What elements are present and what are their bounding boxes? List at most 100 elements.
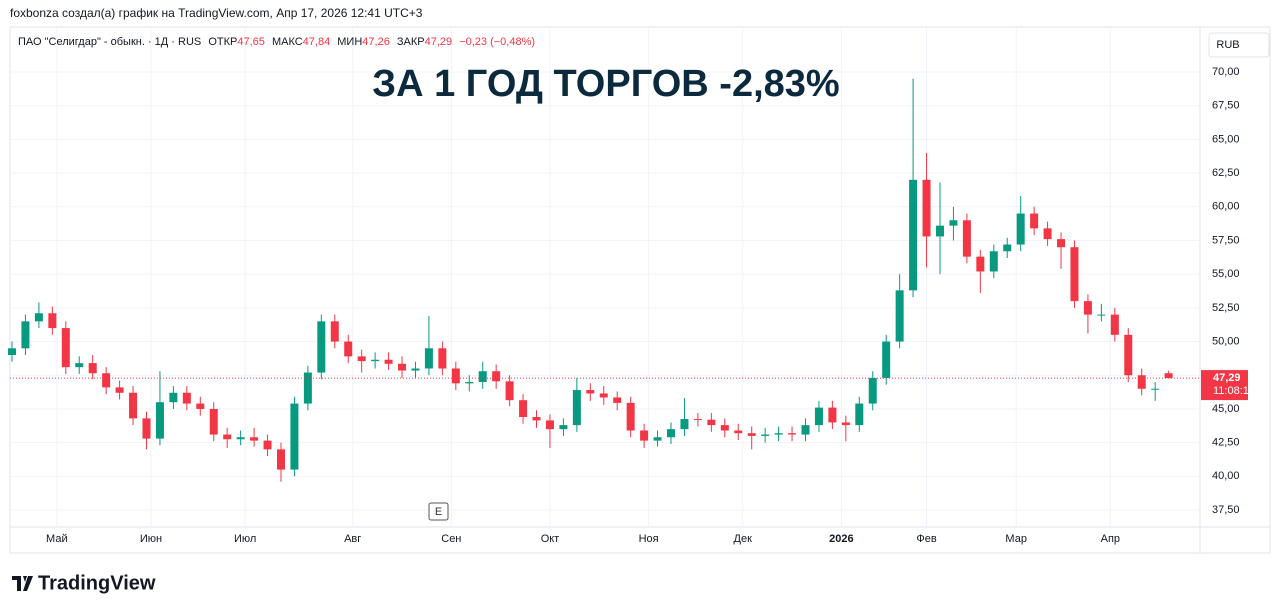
candle-body xyxy=(841,422,850,426)
x-tick-label: Фев xyxy=(916,533,936,545)
x-tick-label: Авг xyxy=(344,533,361,545)
candle-body xyxy=(88,363,97,374)
candle-body xyxy=(330,321,339,342)
y-tick-label: 62,50 xyxy=(1212,167,1240,179)
field-label: ЗАКР xyxy=(397,36,425,48)
chart-title: ЗА 1 ГОД ТОРГОВ -2,83% xyxy=(372,63,839,105)
candle-body xyxy=(828,407,837,423)
x-tick-label: Ноя xyxy=(639,533,659,545)
candle-body xyxy=(1097,314,1106,316)
candle-body xyxy=(801,425,810,435)
candle-body xyxy=(21,321,30,349)
candle-body xyxy=(398,363,407,371)
candle-body xyxy=(1030,213,1039,229)
logo-icon xyxy=(12,576,33,591)
candle-body xyxy=(653,437,662,441)
candle-body xyxy=(586,390,595,394)
x-tick-label: Окт xyxy=(541,533,560,545)
candle-body xyxy=(1083,301,1092,315)
field-value: 47,26 xyxy=(362,36,390,48)
field-value: 47,84 xyxy=(303,36,331,48)
candle-body xyxy=(761,434,770,436)
candle-body xyxy=(276,449,285,470)
x-tick-label: Апр xyxy=(1101,533,1120,545)
candle-body xyxy=(814,407,823,426)
y-tick-label: 60,00 xyxy=(1212,201,1240,213)
x-tick-label: Мар xyxy=(1005,533,1027,545)
event-label[interactable]: E xyxy=(435,506,442,518)
change: −0,23 (−0,48%) xyxy=(459,36,535,48)
candle-body xyxy=(1164,373,1173,379)
x-tick-label: Сен xyxy=(441,533,461,545)
candle-body xyxy=(357,356,366,362)
candle-body xyxy=(1016,213,1025,245)
field-label: ОТКР xyxy=(208,36,237,48)
candle-body xyxy=(693,419,702,421)
field-label: МАКС xyxy=(272,36,303,48)
candle-body xyxy=(142,418,151,439)
logo: TradingView xyxy=(12,572,156,594)
candle-body xyxy=(1003,244,1012,252)
candle-body xyxy=(855,403,864,426)
candle-body xyxy=(747,433,756,436)
candle-body xyxy=(1110,314,1119,335)
price-tag-value: 47,29 xyxy=(1213,372,1241,384)
candle-body xyxy=(613,397,622,403)
y-tick-label: 40,00 xyxy=(1212,470,1240,482)
candle-body xyxy=(680,419,689,430)
labels: 37,5040,0042,5045,0047,5050,0052,5055,00… xyxy=(46,66,1255,545)
candle-body xyxy=(989,251,998,272)
candle-body xyxy=(774,433,783,435)
candle-body xyxy=(1137,375,1146,389)
candle-body xyxy=(75,363,84,368)
candle-body xyxy=(882,341,891,378)
candle-body xyxy=(505,381,514,401)
candle-body xyxy=(1151,388,1160,390)
symbol: ПАО "Селигдар" - обыкн. · 1Д · RUS xyxy=(18,36,201,48)
candle-body xyxy=(1057,239,1066,248)
y-tick-label: 52,50 xyxy=(1212,302,1240,314)
candle-body xyxy=(465,381,474,384)
candle-body xyxy=(909,179,918,291)
candle-body xyxy=(196,403,205,409)
candle-body xyxy=(519,400,528,418)
currency-box[interactable] xyxy=(1208,32,1270,58)
y-tick-label: 42,50 xyxy=(1212,437,1240,449)
candle-body xyxy=(155,402,164,439)
candle-body xyxy=(209,408,218,435)
candle-body xyxy=(707,419,716,426)
candle-body xyxy=(599,393,608,398)
candle-body xyxy=(667,429,676,438)
candle-body xyxy=(935,225,944,237)
currency[interactable]: RUB xyxy=(1216,39,1239,51)
grid xyxy=(10,27,1200,527)
candle-body xyxy=(34,313,43,322)
field-value: 47,65 xyxy=(237,36,265,48)
y-tick-label: 67,50 xyxy=(1212,100,1240,112)
frame xyxy=(9,26,1271,554)
candle-body xyxy=(250,437,259,441)
candle-body xyxy=(129,392,138,419)
y-tick-label: 37,50 xyxy=(1212,504,1240,516)
price-tag xyxy=(1201,370,1248,401)
candle-body xyxy=(317,321,326,373)
candle-body xyxy=(720,425,729,431)
candle-body xyxy=(492,371,501,382)
event-marker[interactable] xyxy=(428,502,449,521)
candle-body xyxy=(545,420,554,430)
candle-body xyxy=(1043,228,1052,240)
candle-body xyxy=(290,403,299,470)
field-value: 47,29 xyxy=(425,36,453,48)
candle-body xyxy=(922,179,931,237)
y-tick-label: 57,50 xyxy=(1212,234,1240,246)
y-tick-label: 55,00 xyxy=(1212,268,1240,280)
x-tick-label: Июл xyxy=(234,533,256,545)
candle-body xyxy=(640,430,649,441)
credit: foxbonza создал(а) график на TradingView… xyxy=(10,6,423,20)
y-tick-label: 45,00 xyxy=(1212,403,1240,415)
candle-body xyxy=(169,392,178,403)
candle-body xyxy=(303,372,312,404)
candle-body xyxy=(532,417,541,421)
